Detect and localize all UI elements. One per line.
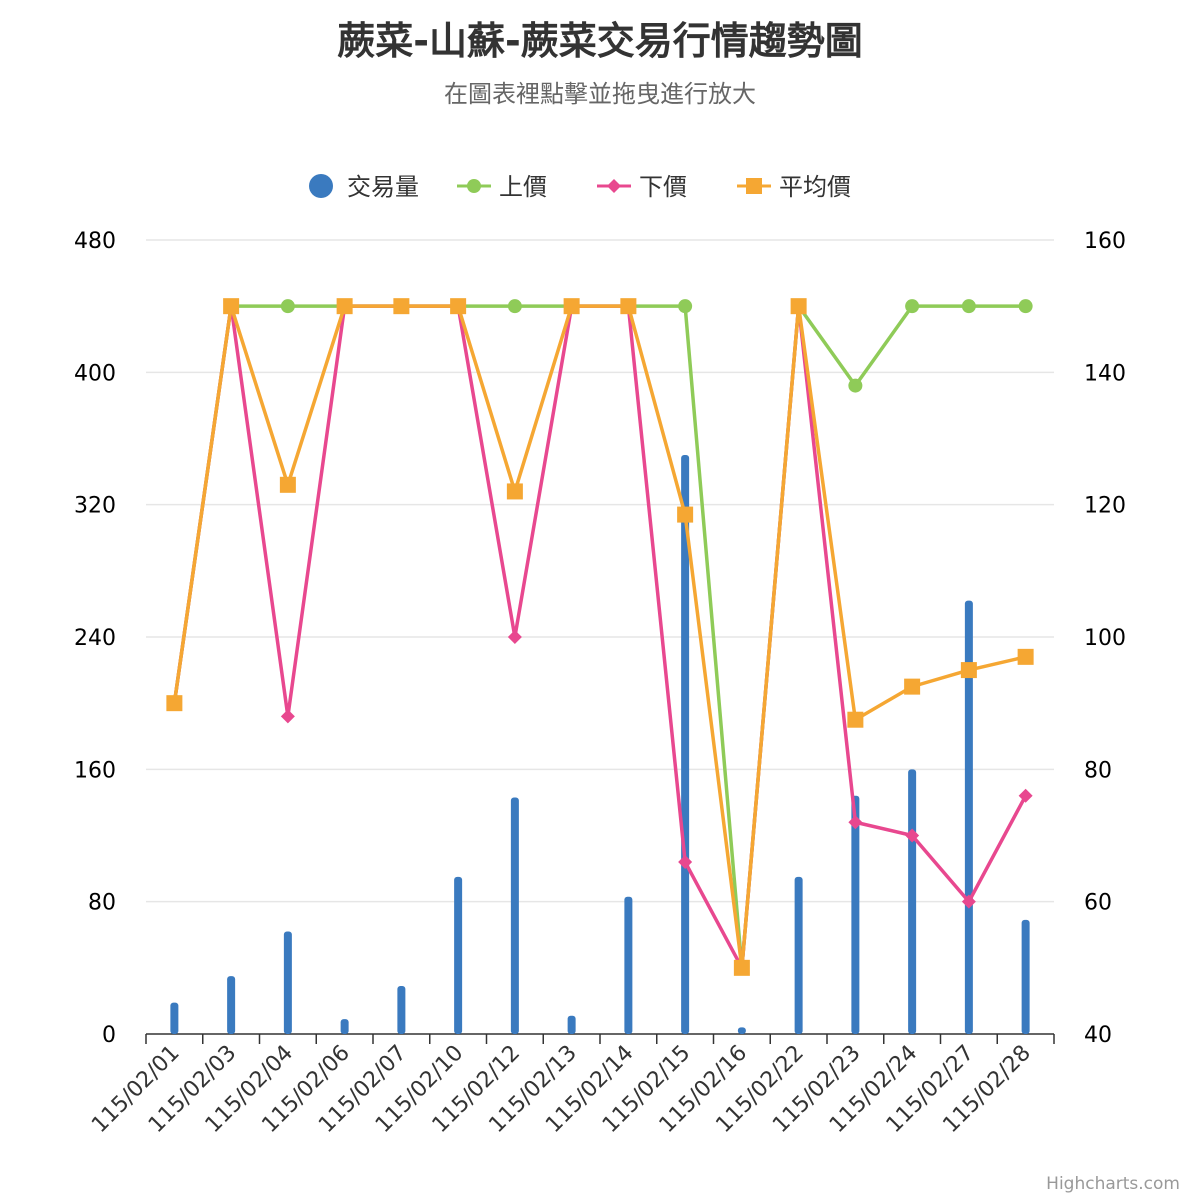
right-axis-tick-label: 140	[1084, 361, 1126, 386]
data-point[interactable]	[905, 828, 920, 843]
right-axis-tick-label: 60	[1084, 891, 1112, 916]
chart-subtitle: 在圖表裡點擊並拖曳進行放大	[444, 80, 756, 108]
data-point[interactable]	[223, 298, 240, 315]
legend-item[interactable]: 下價	[639, 173, 687, 201]
data-point[interactable]	[563, 298, 580, 315]
data-point[interactable]	[848, 815, 863, 830]
legend-symbol[interactable]	[746, 178, 762, 194]
data-point[interactable]	[336, 298, 353, 315]
left-axis-tick-label: 80	[88, 891, 116, 916]
legend-item[interactable]: 平均價	[779, 173, 851, 201]
data-point[interactable]	[733, 959, 750, 976]
data-point[interactable]	[280, 299, 295, 314]
bar[interactable]	[283, 931, 292, 1034]
data-point[interactable]	[620, 298, 637, 315]
data-point[interactable]	[393, 298, 410, 315]
left-axis-tick-label: 240	[74, 626, 116, 651]
bar[interactable]	[1021, 919, 1030, 1034]
bar[interactable]	[964, 600, 973, 1034]
bar[interactable]	[794, 876, 803, 1034]
left-axis-tick-label: 160	[74, 758, 116, 783]
chart-title: 蕨菜-山蘇-蕨菜交易行情趨勢圖	[337, 19, 863, 63]
data-point[interactable]	[507, 630, 522, 644]
bar[interactable]	[681, 455, 690, 1035]
data-point[interactable]	[279, 476, 296, 493]
right-axis-tick-label: 80	[1084, 758, 1112, 783]
data-point[interactable]	[960, 662, 977, 679]
data-point[interactable]	[961, 299, 976, 314]
bar[interactable]	[851, 795, 860, 1034]
right-axis-tick-label: 100	[1084, 626, 1126, 651]
data-point[interactable]	[790, 298, 807, 315]
data-point[interactable]	[506, 483, 523, 500]
left-axis-tick-label: 0	[102, 1023, 116, 1048]
left-axis-tick-label: 480	[74, 229, 116, 254]
data-point[interactable]	[678, 299, 693, 314]
bar[interactable]	[397, 986, 406, 1034]
right-axis-tick-label: 40	[1084, 1023, 1112, 1048]
bar[interactable]	[737, 1027, 746, 1034]
bar[interactable]	[510, 797, 519, 1034]
data-point[interactable]	[904, 678, 921, 695]
data-point[interactable]	[678, 854, 693, 869]
bar[interactable]	[624, 896, 633, 1034]
data-point[interactable]	[280, 709, 295, 724]
series-line[interactable]	[172, 304, 1027, 970]
bar[interactable]	[908, 769, 917, 1034]
legend-item[interactable]: 交易量	[347, 173, 419, 201]
right-axis-tick-label: 160	[1084, 229, 1126, 254]
bar[interactable]	[170, 1002, 179, 1034]
data-point[interactable]	[905, 299, 920, 314]
bar[interactable]	[340, 1019, 349, 1034]
data-point[interactable]	[847, 711, 864, 728]
data-point[interactable]	[848, 378, 863, 393]
data-point[interactable]	[1018, 788, 1033, 803]
bar[interactable]	[454, 876, 463, 1034]
legend-item[interactable]: 上價	[499, 173, 547, 201]
data-point[interactable]	[507, 299, 522, 314]
data-point[interactable]	[166, 695, 183, 712]
data-point[interactable]	[961, 894, 976, 909]
data-point[interactable]	[677, 506, 694, 523]
data-point[interactable]	[450, 298, 467, 315]
legend-symbol[interactable]	[309, 174, 333, 198]
bar[interactable]	[227, 976, 236, 1034]
left-axis-tick-label: 320	[74, 494, 116, 519]
legend-symbol[interactable]	[467, 179, 481, 193]
data-point[interactable]	[1018, 299, 1033, 314]
left-axis-tick-label: 400	[74, 361, 116, 386]
credits-link[interactable]: Highcharts.com	[1046, 1174, 1180, 1194]
legend-symbol[interactable]	[607, 179, 621, 193]
bar[interactable]	[567, 1015, 576, 1034]
data-point[interactable]	[1017, 648, 1034, 665]
right-axis-tick-label: 120	[1084, 494, 1126, 519]
